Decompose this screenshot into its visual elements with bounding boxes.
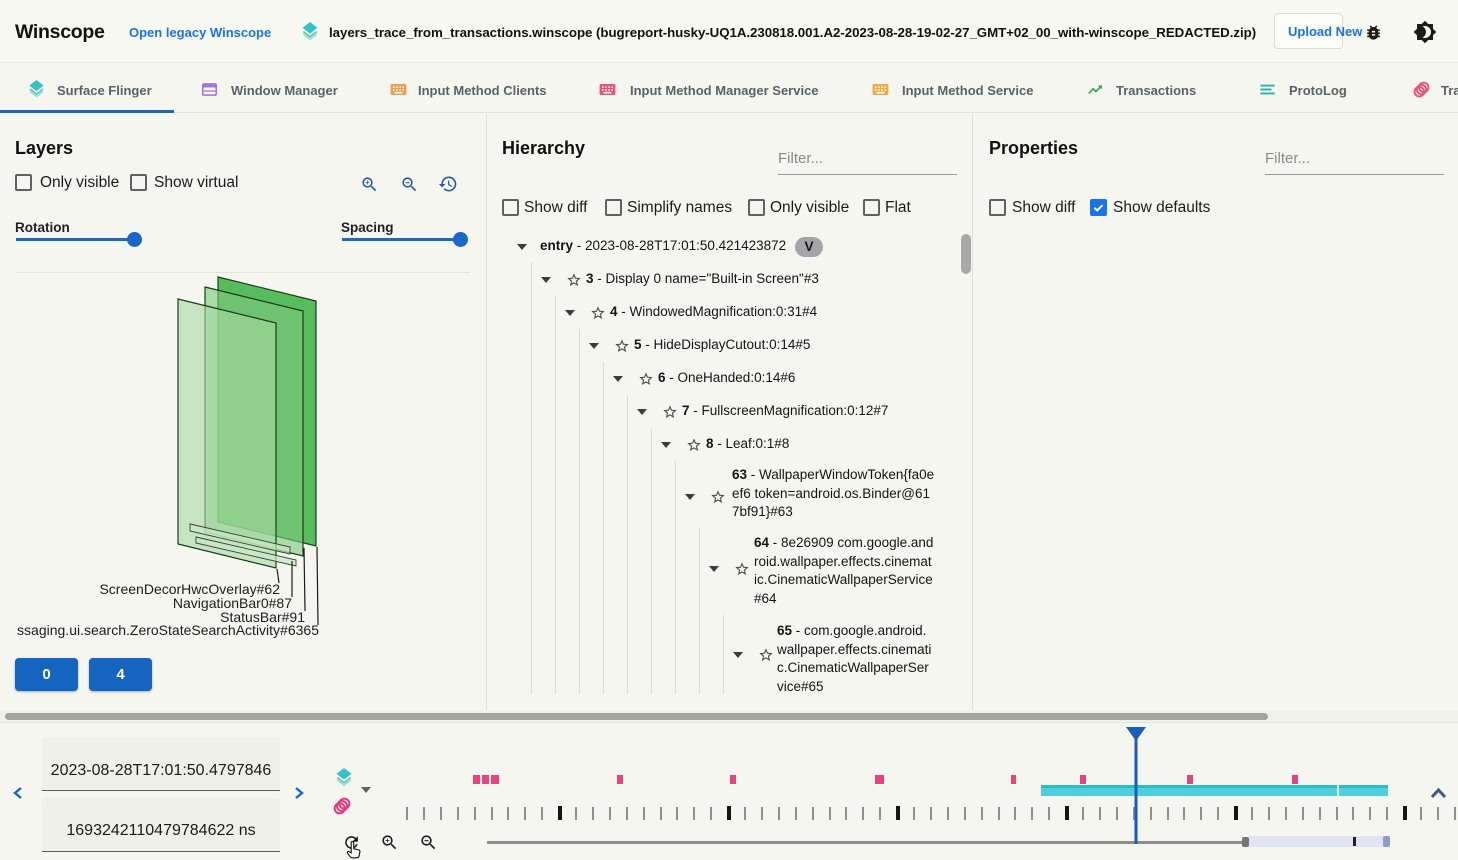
svg-text:StatusBar#91: StatusBar#91: [220, 609, 305, 625]
svg-text:ScreenDecorHwcOverlay#62: ScreenDecorHwcOverlay#62: [99, 581, 280, 597]
svg-text:ssaging.ui.search.ZeroStateSea: ssaging.ui.search.ZeroStateSearchActivit…: [17, 622, 319, 638]
svg-text:NavigationBar0#87: NavigationBar0#87: [173, 595, 292, 611]
